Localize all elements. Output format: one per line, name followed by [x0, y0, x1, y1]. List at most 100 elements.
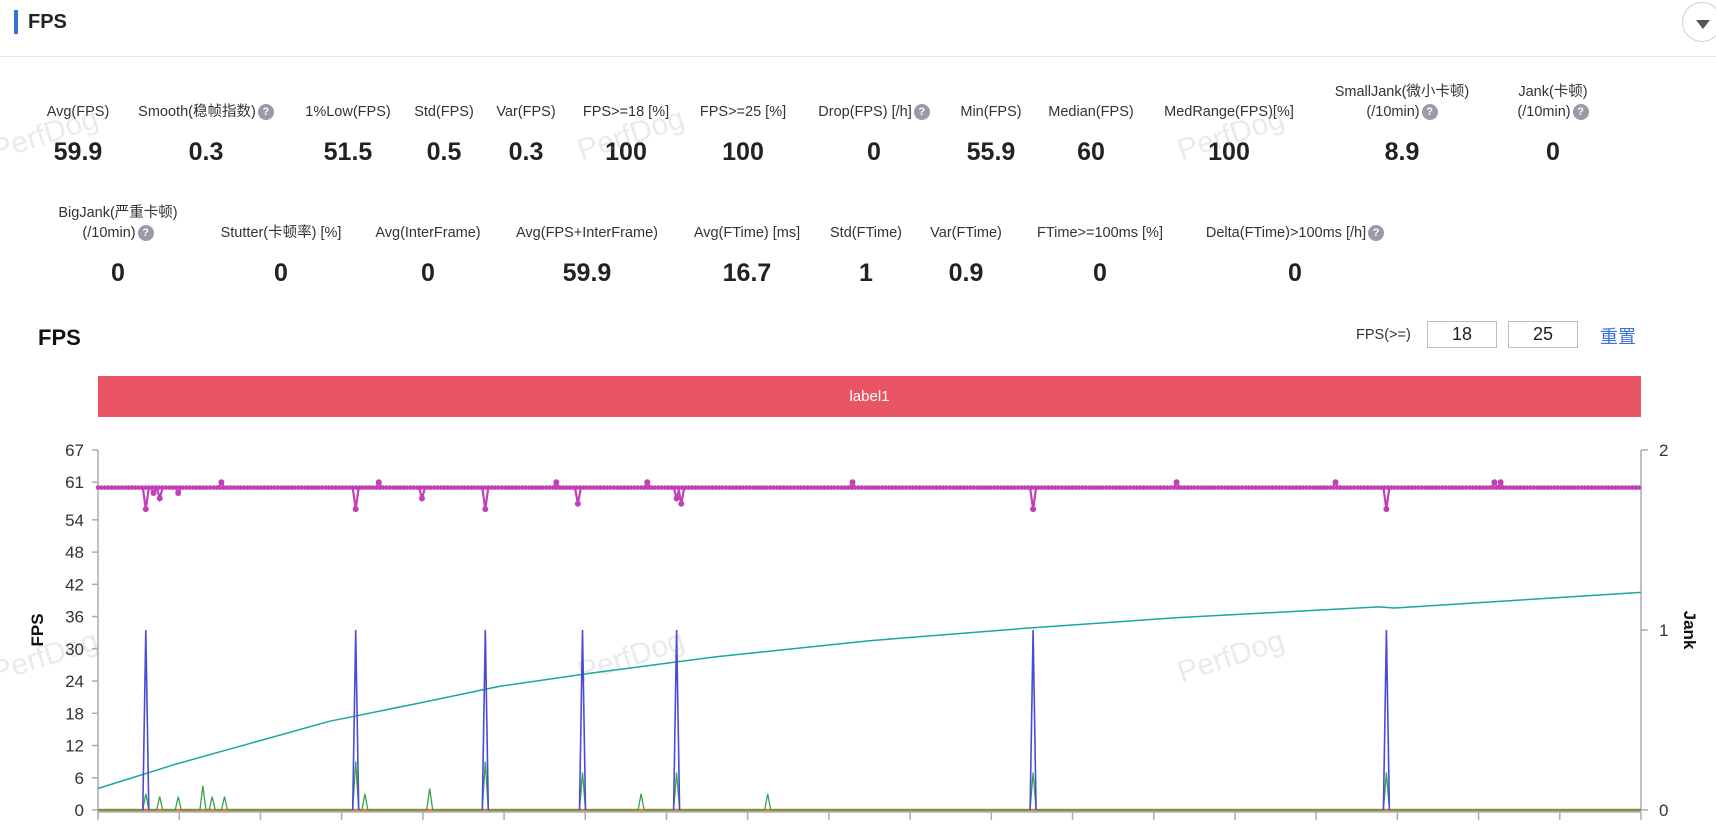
fps-point: [615, 485, 620, 490]
fps-point: [122, 485, 128, 490]
label-bar[interactable]: label1: [98, 376, 1641, 417]
fps-point: [757, 485, 763, 490]
fps-point: [404, 485, 410, 490]
fps-point: [1171, 485, 1177, 490]
fps-point: [1518, 485, 1523, 490]
fps-point: [1341, 485, 1347, 490]
fps-point: [801, 485, 807, 490]
fps-point: [190, 485, 196, 490]
fps-point: [567, 485, 573, 490]
fps-point: [340, 485, 345, 490]
fps-point: [839, 485, 844, 490]
fps-point: [703, 485, 708, 490]
y-axis-title: FPS: [28, 613, 47, 646]
fps-point: [927, 485, 932, 490]
fps-point: [957, 485, 963, 490]
fps-point: [465, 485, 471, 490]
fps-point: [109, 485, 114, 490]
help-icon[interactable]: ?: [137, 225, 154, 241]
fps-point: [822, 485, 827, 490]
fps-point: [506, 485, 512, 490]
fps-point: [1032, 485, 1038, 490]
fps-point: [357, 485, 362, 490]
y-tick-label: 67: [65, 441, 84, 460]
fps-point: [1270, 485, 1275, 490]
fps-point: [581, 485, 586, 490]
fps-point-event: [218, 479, 225, 486]
fps-point-event: [673, 495, 680, 502]
fps-point: [391, 485, 396, 490]
fps-point: [1053, 485, 1058, 490]
fps-point: [713, 485, 719, 490]
fps-point: [238, 485, 243, 490]
metric-label: MedRange(FPS)[%]: [1164, 104, 1294, 120]
fps-point: [156, 485, 162, 490]
fps-point: [136, 485, 141, 490]
fps-point: [520, 485, 525, 490]
reset-link[interactable]: 重置: [1600, 327, 1636, 347]
fps-point: [1453, 485, 1459, 490]
fps-point: [486, 485, 491, 490]
fps-point: [1236, 485, 1241, 490]
fps-point: [628, 485, 634, 490]
fps-point-event: [574, 500, 581, 507]
fps-point: [1602, 485, 1608, 490]
fps-point: [129, 485, 135, 490]
fps-point: [343, 485, 349, 490]
fps-point: [333, 485, 338, 490]
metric-1-0: Avg(FPS) 59.9: [0, 102, 188, 166]
fps-point: [672, 485, 678, 490]
y2-tick-label: 0: [1659, 801, 1668, 820]
metric-1-8: Min(FPS) 55.9: [881, 102, 1101, 166]
fps-point: [737, 485, 742, 490]
help-icon[interactable]: ?: [1368, 225, 1385, 241]
fps-point: [1504, 485, 1510, 490]
fps-point: [150, 485, 155, 490]
fps-point: [1460, 485, 1465, 490]
fps-point: [1589, 485, 1594, 490]
fps-point: [380, 485, 386, 490]
y-tick-label: 61: [65, 473, 84, 492]
metric-label: Std(FTime): [830, 225, 902, 241]
fps-point: [937, 485, 943, 490]
fps-point: [784, 485, 790, 490]
metric-label: Var(FPS): [496, 104, 556, 120]
help-icon[interactable]: ?: [913, 104, 930, 120]
fps-point: [1473, 485, 1479, 490]
metric-value: 16.7: [722, 259, 772, 287]
metric-2-0: BigJank(严重卡顿) (/10min)? 0: [8, 203, 228, 287]
help-icon[interactable]: ?: [1572, 104, 1589, 120]
fps-point: [1426, 485, 1431, 490]
fps-point: [458, 485, 464, 490]
fps-point: [1083, 485, 1089, 490]
fps-point: [1613, 485, 1618, 490]
fps-point: [1606, 485, 1611, 490]
fps-point: [1596, 485, 1601, 490]
y-tick-label: 24: [65, 672, 84, 691]
fps-point: [1263, 485, 1268, 490]
fps-point: [367, 485, 372, 490]
fps-threshold-input-1[interactable]: [1427, 321, 1497, 348]
fps-point: [1222, 485, 1228, 490]
fps-point: [370, 485, 376, 490]
fps-point: [550, 485, 556, 490]
series-jank-spike: [481, 629, 490, 811]
fps-point: [947, 485, 953, 490]
fps-point: [869, 485, 875, 490]
fps-point: [747, 485, 753, 490]
fps-point: [496, 485, 501, 490]
fps-point: [669, 485, 674, 490]
collapse-button[interactable]: [1682, 2, 1716, 42]
fps-point: [1175, 485, 1180, 490]
help-icon[interactable]: ?: [1421, 104, 1438, 120]
help-icon[interactable]: ?: [257, 104, 274, 120]
metric-label: BigJank(严重卡顿): [58, 205, 178, 221]
fps-point: [1015, 485, 1021, 490]
fps-threshold-input-2[interactable]: [1508, 321, 1578, 348]
fps-point: [873, 485, 878, 490]
fps-point: [523, 485, 528, 490]
fps-point: [1168, 485, 1173, 490]
fps-point: [798, 485, 803, 490]
fps-point: [771, 485, 776, 490]
